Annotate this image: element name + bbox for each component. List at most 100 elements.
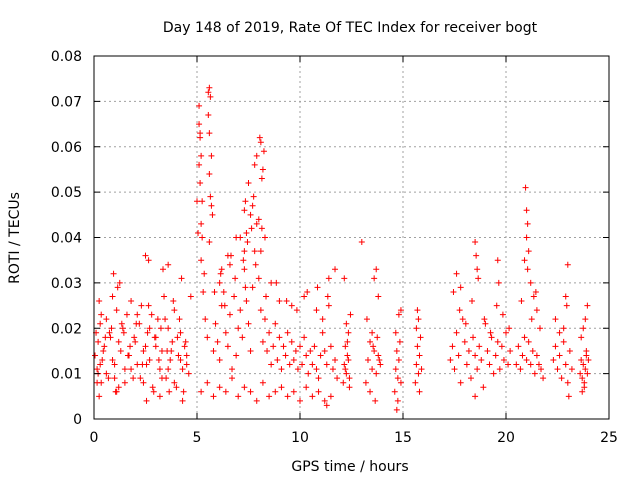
roti-point <box>121 366 128 373</box>
roti-point <box>259 166 266 173</box>
roti-point <box>324 293 331 300</box>
roti-point <box>216 384 223 391</box>
roti-point <box>472 239 479 246</box>
roti-point <box>256 134 263 141</box>
roti-point <box>552 343 559 350</box>
roti-point <box>199 234 206 241</box>
roti-point <box>176 316 183 323</box>
roti-point <box>244 239 251 246</box>
roti-point <box>209 211 216 218</box>
roti-point <box>373 370 380 377</box>
roti-point <box>415 370 422 377</box>
roti-point <box>198 257 205 264</box>
roti-point <box>266 329 273 336</box>
roti-point <box>486 361 493 368</box>
roti-point <box>137 375 144 382</box>
roti-point <box>222 388 229 395</box>
roti-point <box>301 334 308 341</box>
roti-point <box>562 361 569 368</box>
roti-point <box>208 152 215 159</box>
roti-point <box>253 220 260 227</box>
roti-point <box>346 384 353 391</box>
roti-point <box>166 388 173 395</box>
x-tick-label: 20 <box>497 430 515 446</box>
roti-point <box>197 180 204 187</box>
roti-point <box>278 384 285 391</box>
roti-point <box>92 352 99 359</box>
roti-point <box>303 352 310 359</box>
roti-point <box>370 343 377 350</box>
roti-point <box>221 302 228 309</box>
roti-point <box>196 161 203 168</box>
roti-point <box>394 375 401 382</box>
roti-point <box>332 266 339 273</box>
roti-point <box>180 388 187 395</box>
data-points <box>92 84 592 413</box>
roti-point <box>243 298 250 305</box>
roti-point <box>177 329 184 336</box>
roti-point <box>297 397 303 404</box>
roti-point <box>185 370 192 377</box>
roti-point <box>255 275 262 282</box>
roti-point <box>418 366 425 373</box>
roti-point <box>457 284 464 291</box>
roti-point <box>202 316 209 323</box>
roti-point <box>258 225 265 232</box>
roti-point <box>578 334 585 341</box>
roti-point <box>375 293 382 300</box>
roti-point <box>178 275 185 282</box>
roti-point <box>133 320 140 327</box>
roti-point <box>484 347 491 354</box>
roti-point <box>164 347 171 354</box>
roti-point <box>461 338 468 345</box>
roti-point <box>341 361 348 368</box>
roti-point <box>266 393 273 400</box>
roti-point <box>315 375 322 382</box>
roti-point <box>482 320 489 327</box>
roti-point <box>499 311 506 318</box>
roti-point <box>524 266 531 273</box>
roti-point <box>143 397 150 404</box>
roti-point <box>158 347 165 354</box>
roti-point <box>293 307 300 314</box>
roti-point <box>255 216 262 223</box>
roti-point <box>200 288 207 295</box>
roti-point <box>224 343 231 350</box>
roti-point <box>158 375 165 382</box>
roti-point <box>536 325 543 332</box>
roti-point <box>132 338 139 345</box>
chart-title: Day 148 of 2019, Rate Of TEC Index for r… <box>163 20 538 36</box>
roti-point <box>563 302 570 309</box>
roti-point <box>469 298 476 305</box>
roti-point <box>530 293 537 300</box>
roti-point <box>268 279 275 286</box>
roti-point <box>253 397 260 404</box>
roti-point <box>414 343 421 350</box>
roti-point <box>145 257 152 264</box>
roti-point <box>564 261 571 268</box>
roti-point <box>584 370 591 377</box>
roti-point <box>245 180 252 187</box>
x-tick-label: 5 <box>193 430 202 446</box>
roti-point <box>473 252 480 259</box>
roti-point <box>182 338 189 345</box>
roti-point <box>177 357 184 364</box>
roti-point <box>416 388 423 395</box>
roti-point <box>206 130 213 137</box>
roti-point <box>130 375 137 382</box>
roti-point <box>475 275 482 282</box>
roti-point <box>487 329 494 336</box>
roti-point <box>415 316 422 323</box>
roti-point <box>345 357 352 364</box>
roti-point <box>467 375 474 382</box>
roti-point <box>301 293 308 300</box>
y-tick-label: 0.02 <box>51 321 82 337</box>
roti-point <box>272 320 279 327</box>
roti-point <box>156 393 163 400</box>
roti-point <box>529 347 536 354</box>
roti-point <box>363 316 370 323</box>
roti-point <box>346 375 353 382</box>
roti-point <box>531 370 538 377</box>
roti-point <box>115 338 122 345</box>
